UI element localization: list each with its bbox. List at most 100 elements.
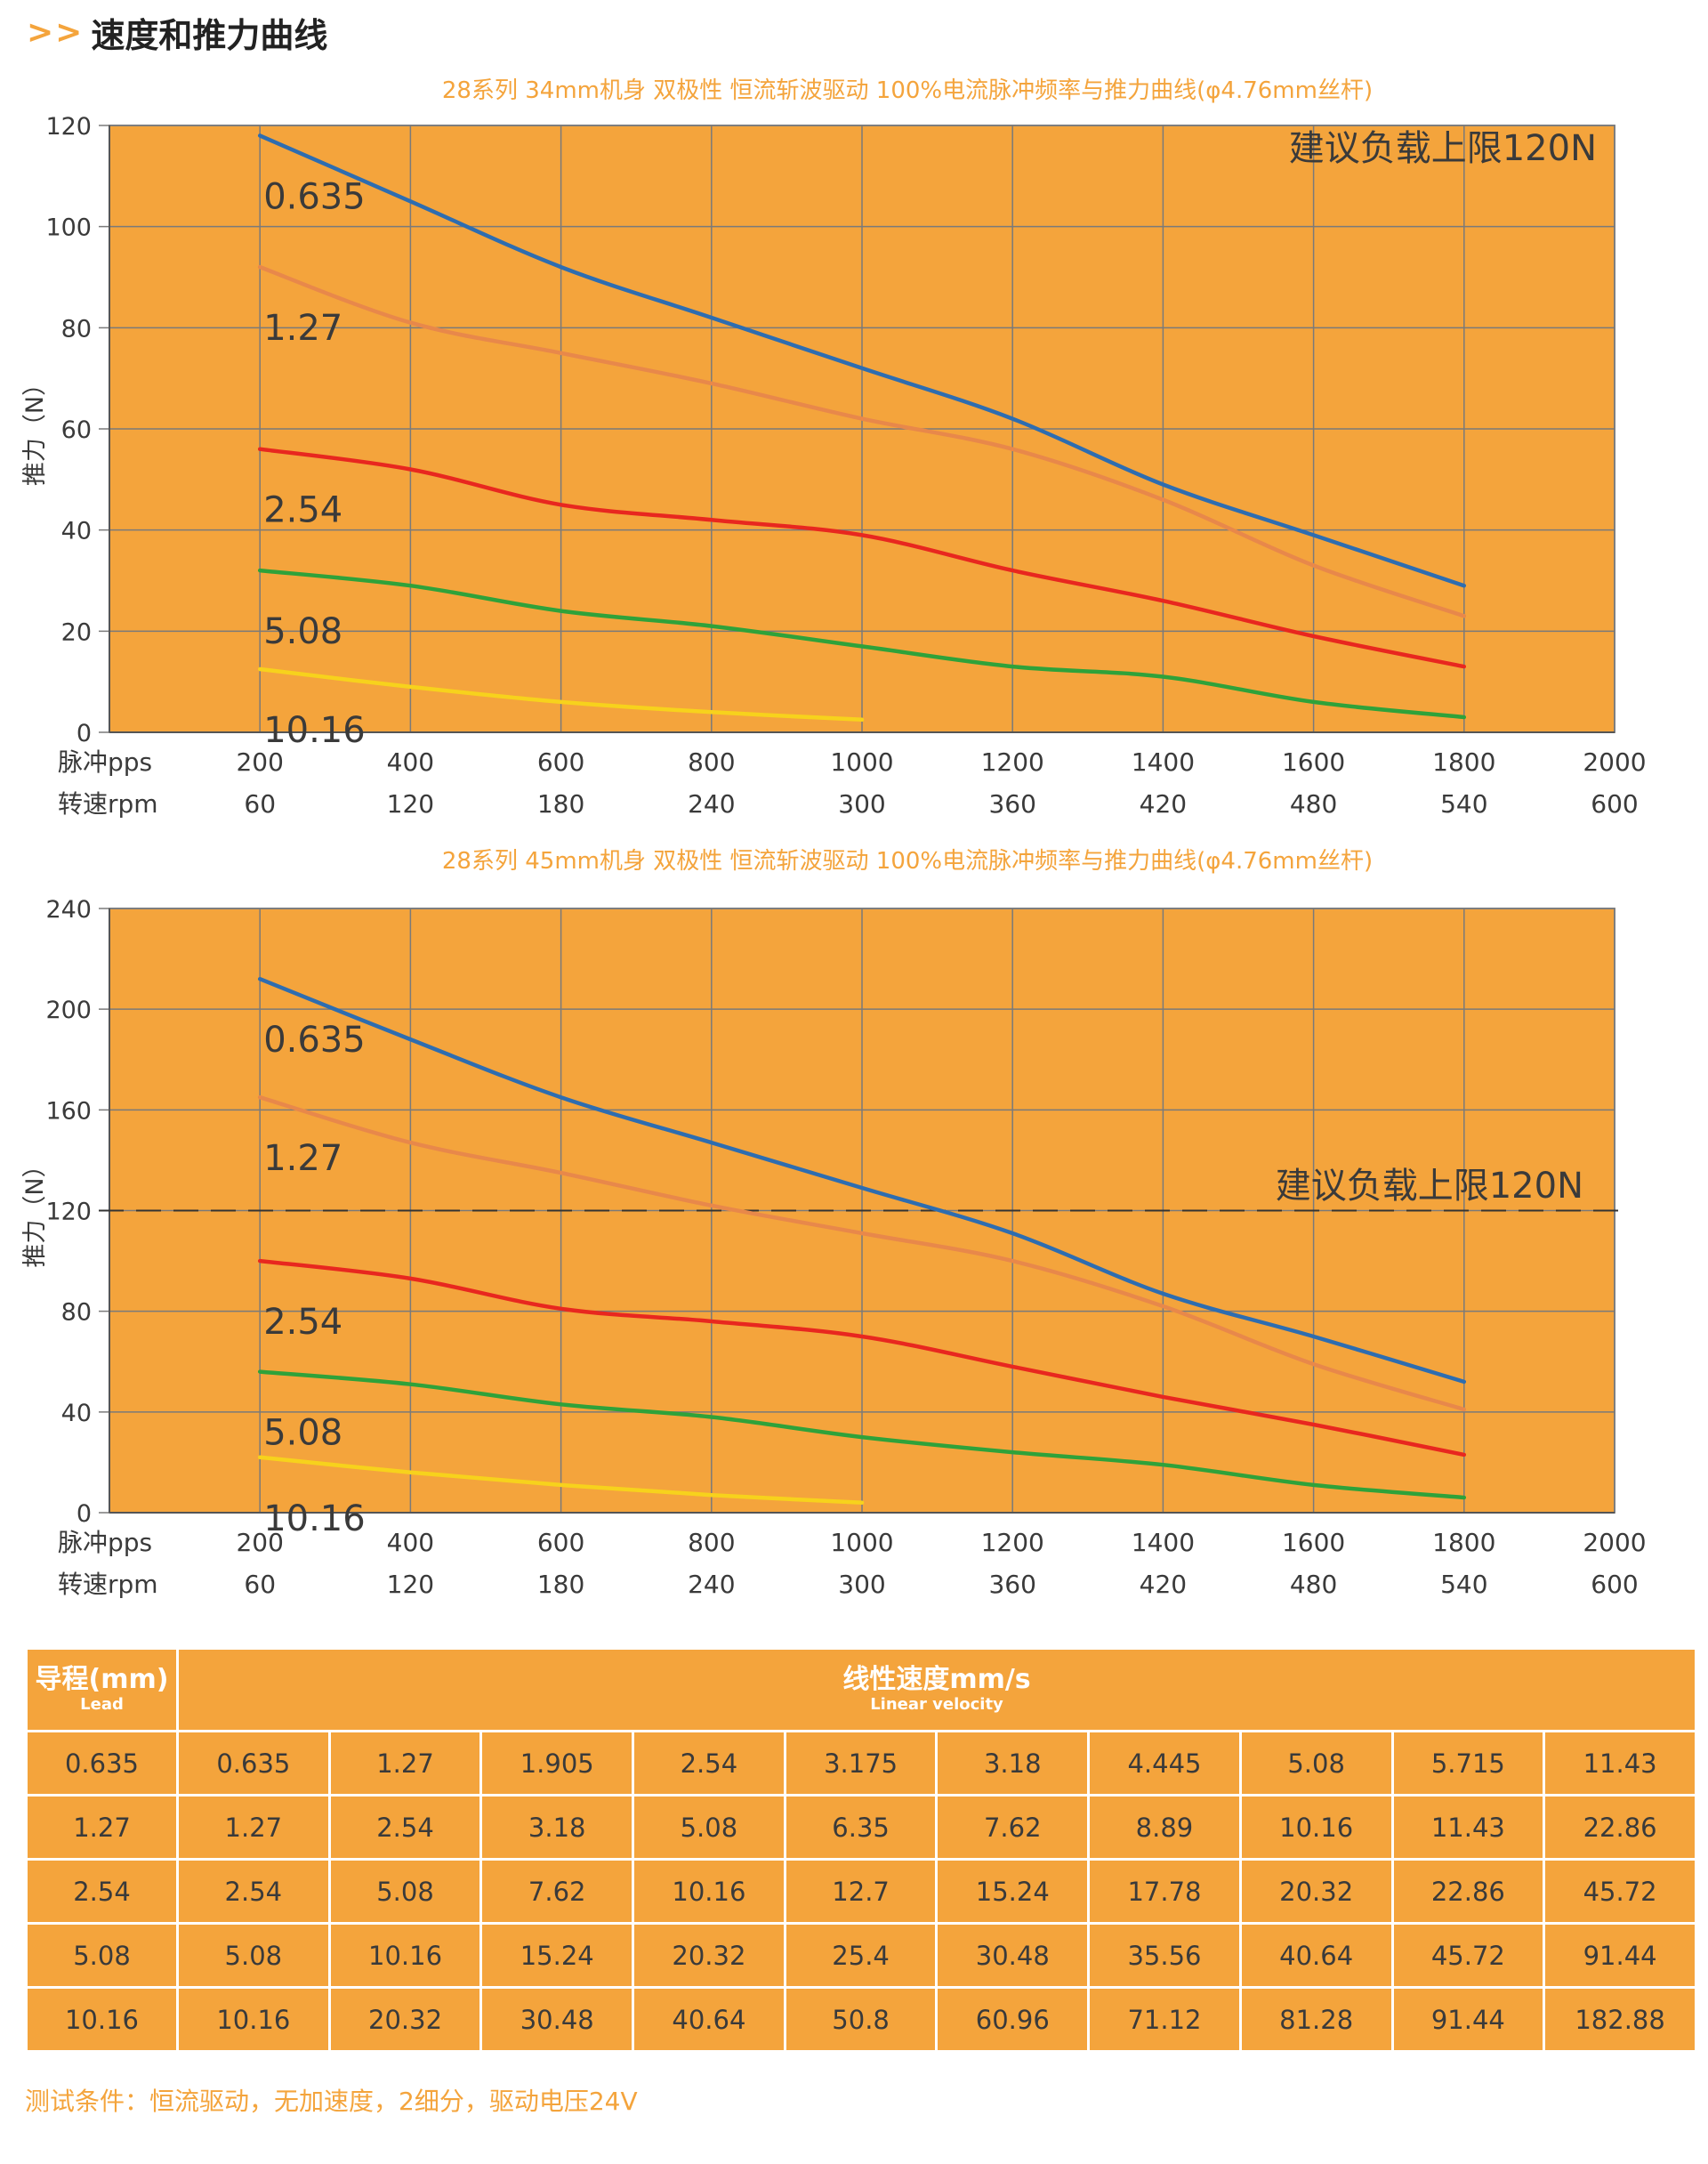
x-tick-label: 540 xyxy=(1440,1570,1487,1599)
lead-cell: 1.27 xyxy=(25,1794,179,1861)
y-axis-label: 推力（N） xyxy=(21,372,49,486)
heading-title: 速度和推力曲线 xyxy=(91,15,328,55)
x-tick-label: 300 xyxy=(838,789,885,819)
x-tick-label: 420 xyxy=(1140,1570,1187,1599)
velocity-cell: 20.32 xyxy=(1238,1858,1394,1925)
table-header-lead: 导程(mm) Lead xyxy=(25,1647,179,1732)
velocity-cell: 6.35 xyxy=(783,1794,939,1861)
series-label: 0.635 xyxy=(263,176,366,217)
series-line-1_27 xyxy=(257,264,1467,618)
velocity-cell: 50.8 xyxy=(783,1986,939,2053)
velocity-cell: 22.86 xyxy=(1543,1794,1697,1861)
velocity-cell: 5.08 xyxy=(1238,1730,1394,1797)
velocity-cell: 4.445 xyxy=(1087,1730,1242,1797)
x-row-label-pps: 脉冲pps xyxy=(58,1528,152,1557)
velocity-cell: 5.08 xyxy=(176,1922,331,1989)
velocity-cell: 10.16 xyxy=(176,1986,331,2053)
series-label: 2.54 xyxy=(263,1302,342,1343)
chart-title: 28系列 45mm机身 双极性 恒流斩波驱动 100%电流脉冲频率与推力曲线(φ… xyxy=(442,848,1373,875)
x-row-label-rpm: 转速rpm xyxy=(58,789,158,819)
x-tick-label: 1400 xyxy=(1132,1528,1195,1557)
x-tick-label: 2000 xyxy=(1583,1528,1646,1557)
velocity-cell: 1.905 xyxy=(479,1730,635,1797)
velocity-cell: 12.7 xyxy=(783,1858,939,1925)
table-row: 2.54 2.54 5.08 7.62 10.16 12.7 15.24 17.78 20.32… xyxy=(25,1858,1697,1925)
velocity-cell: 30.48 xyxy=(479,1986,635,2053)
y-axis-label: 推力（N） xyxy=(21,1153,49,1267)
x-tick-label: 480 xyxy=(1290,1570,1337,1599)
table-row: 5.08 5.08 10.16 15.24 20.32 25.4 30.48 35.56 40.… xyxy=(25,1922,1697,1989)
x-tick-label: 1200 xyxy=(981,747,1044,777)
velocity-cell: 91.44 xyxy=(1390,1986,1546,2053)
series-label: 10.16 xyxy=(263,710,366,751)
velocity-cell: 30.48 xyxy=(935,1922,1091,1989)
x-tick-label: 800 xyxy=(688,1528,735,1557)
load-limit-annotation: 建议负载上限120N xyxy=(1276,1166,1583,1207)
x-tick-label: 240 xyxy=(688,1570,735,1599)
velocity-cell: 3.18 xyxy=(479,1794,635,1861)
x-tick-label: 480 xyxy=(1290,789,1337,819)
x-tick-label: 60 xyxy=(244,789,276,819)
x-tick-label: 1800 xyxy=(1432,747,1495,777)
velocity-cell: 7.62 xyxy=(935,1794,1091,1861)
x-tick-label: 60 xyxy=(244,1570,276,1599)
lead-cell: 2.54 xyxy=(25,1858,179,1925)
x-tick-label: 180 xyxy=(537,789,584,819)
velocity-cell: 20.32 xyxy=(327,1986,483,2053)
table-header-velocity: 线性速度mm/s Linear velocity xyxy=(176,1647,1697,1732)
velocity-cell: 5.715 xyxy=(1390,1730,1546,1797)
velocity-cell: 10.16 xyxy=(1238,1794,1394,1861)
series-line-0_635 xyxy=(257,133,1467,588)
velocity-cell: 11.43 xyxy=(1543,1730,1697,1797)
x-tick-label: 1600 xyxy=(1282,1528,1345,1557)
y-tick-label: 160 xyxy=(45,1097,92,1125)
velocity-cell: 3.18 xyxy=(935,1730,1091,1797)
x-tick-label: 600 xyxy=(537,1528,584,1557)
x-tick-label: 400 xyxy=(387,747,434,777)
velocity-cell: 2.54 xyxy=(176,1858,331,1925)
x-tick-label: 360 xyxy=(988,1570,1035,1599)
velocity-cell: 1.27 xyxy=(327,1730,483,1797)
velocity-cell: 40.64 xyxy=(1238,1922,1394,1989)
x-tick-label: 800 xyxy=(688,747,735,777)
y-tick-label: 200 xyxy=(45,997,92,1024)
series-line-1_27 xyxy=(257,1094,1467,1412)
velocity-cell: 0.635 xyxy=(176,1730,331,1797)
series-label: 5.08 xyxy=(263,1413,342,1454)
x-tick-label: 180 xyxy=(537,1570,584,1599)
x-tick-label: 200 xyxy=(236,747,283,777)
y-tick-label: 0 xyxy=(77,720,92,747)
heading-arrows: >> xyxy=(27,13,85,51)
y-tick-label: 100 xyxy=(45,214,92,242)
velocity-cell: 5.08 xyxy=(632,1794,786,1861)
x-tick-label: 600 xyxy=(1591,1570,1638,1599)
x-tick-label: 240 xyxy=(688,789,735,819)
x-tick-label: 120 xyxy=(387,1570,434,1599)
y-tick-label: 60 xyxy=(61,416,92,444)
table-row: 0.635 0.635 1.27 1.905 2.54 3.175 3.18 4.445 5.0… xyxy=(25,1730,1697,1797)
y-tick-label: 240 xyxy=(45,896,92,924)
velocity-cell: 8.89 xyxy=(1087,1794,1242,1861)
velocity-cell: 25.4 xyxy=(783,1922,939,1989)
y-tick-label: 80 xyxy=(61,1299,92,1327)
velocity-cell: 40.64 xyxy=(632,1986,786,2053)
x-tick-label: 1400 xyxy=(1132,747,1195,777)
series-label: 10.16 xyxy=(263,1498,366,1539)
chart-title: 28系列 34mm机身 双极性 恒流斩波驱动 100%电流脉冲频率与推力曲线(φ… xyxy=(442,77,1373,104)
velocity-cell: 2.54 xyxy=(327,1794,483,1861)
x-tick-label: 600 xyxy=(1591,789,1638,819)
velocity-cell: 3.175 xyxy=(783,1730,939,1797)
table-row: 1.27 1.27 2.54 3.18 5.08 6.35 7.62 8.89 10.16 11.… xyxy=(25,1794,1697,1861)
x-tick-label: 600 xyxy=(537,747,584,777)
table-header-row: 导程(mm) Lead 线性速度mm/s Linear velocity xyxy=(25,1647,1697,1732)
lead-cell: 5.08 xyxy=(25,1922,179,1989)
y-tick-label: 0 xyxy=(77,1500,92,1528)
test-conditions-note: 测试条件：恒流驱动，无加速度，2细分，驱动电压24V xyxy=(25,2087,638,2116)
y-tick-label: 40 xyxy=(61,518,92,545)
table-row: 10.16 10.16 20.32 30.48 40.64 50.8 60.96 71.12 8… xyxy=(25,1986,1697,2053)
velocity-cell: 20.32 xyxy=(632,1922,786,1989)
x-tick-label: 1000 xyxy=(830,1528,893,1557)
series-line-10_16 xyxy=(257,1455,865,1505)
x-tick-label: 120 xyxy=(387,789,434,819)
velocity-cell: 45.72 xyxy=(1390,1922,1546,1989)
